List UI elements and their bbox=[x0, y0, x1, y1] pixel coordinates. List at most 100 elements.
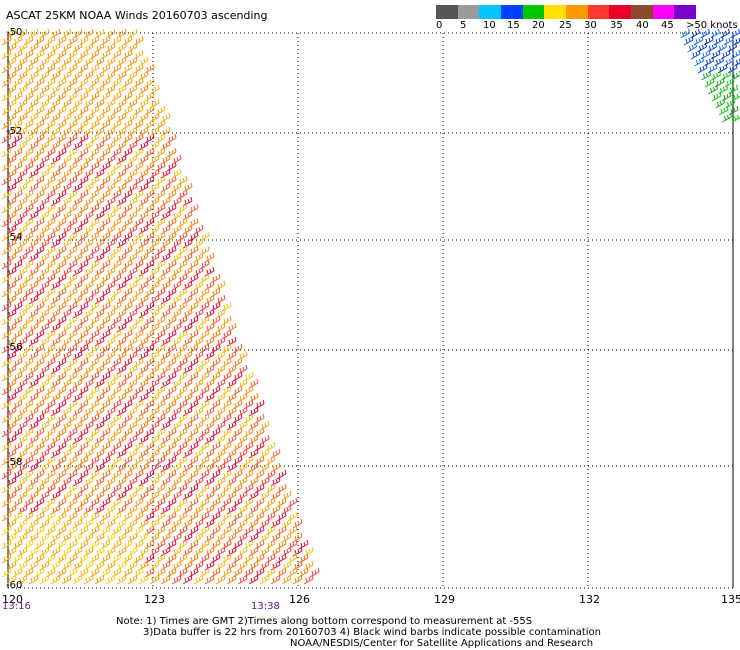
wind-barb bbox=[89, 483, 100, 494]
wind-barb bbox=[89, 35, 100, 46]
wind-barb bbox=[127, 84, 138, 95]
wind-barb bbox=[254, 525, 265, 536]
wind-barb bbox=[28, 308, 39, 319]
wind-barb bbox=[1, 329, 12, 340]
wind-barb bbox=[138, 532, 149, 543]
wind-barb bbox=[193, 532, 204, 543]
wind-barb bbox=[78, 567, 89, 578]
wind-barb bbox=[199, 567, 210, 578]
wind-barb bbox=[61, 490, 72, 501]
wind-barb bbox=[61, 84, 72, 95]
wind-barb bbox=[56, 511, 67, 522]
wind-barb bbox=[254, 399, 265, 410]
wind-barb bbox=[61, 98, 72, 109]
wind-barb bbox=[111, 525, 122, 536]
wind-barb bbox=[83, 42, 94, 53]
wind-barb bbox=[193, 350, 204, 361]
wind-barb bbox=[1, 63, 12, 74]
wind-barb bbox=[105, 42, 116, 53]
wind-barb bbox=[17, 336, 28, 347]
wind-barb bbox=[56, 147, 67, 158]
wind-barb bbox=[28, 322, 39, 333]
wind-barb bbox=[204, 448, 215, 459]
wind-barb bbox=[226, 462, 237, 473]
wind-barb bbox=[188, 273, 199, 284]
wind-barb bbox=[17, 434, 28, 445]
wind-barb bbox=[714, 77, 725, 88]
scale-label: 10 bbox=[483, 20, 496, 31]
wind-barb bbox=[100, 539, 111, 550]
wind-barb bbox=[56, 259, 67, 270]
wind-barb bbox=[56, 539, 67, 550]
wind-barb bbox=[100, 385, 111, 396]
wind-barb bbox=[237, 448, 248, 459]
wind-barb bbox=[177, 231, 188, 242]
wind-barb bbox=[12, 511, 23, 522]
wind-barb bbox=[144, 441, 155, 452]
wind-barb bbox=[199, 343, 210, 354]
wind-barb bbox=[50, 196, 61, 207]
wind-barb bbox=[221, 539, 232, 550]
wind-barb bbox=[17, 504, 28, 515]
wind-barb bbox=[270, 532, 281, 543]
wind-barb bbox=[34, 441, 45, 452]
wind-barb bbox=[210, 315, 221, 326]
wind-barb bbox=[111, 315, 122, 326]
wind-barb bbox=[138, 70, 149, 81]
wind-barb bbox=[111, 301, 122, 312]
wind-barb bbox=[17, 546, 28, 557]
wind-barb bbox=[144, 91, 155, 102]
wind-barb bbox=[155, 175, 166, 186]
wind-barb bbox=[248, 476, 259, 487]
wind-barb bbox=[138, 154, 149, 165]
wind-barb bbox=[276, 567, 287, 578]
wind-barb bbox=[193, 448, 204, 459]
wind-barb bbox=[1, 455, 12, 466]
map-grid bbox=[7, 32, 734, 589]
wind-barb bbox=[149, 378, 160, 389]
wind-barb bbox=[105, 28, 116, 39]
wind-barb bbox=[171, 420, 182, 431]
wind-barb bbox=[105, 448, 116, 459]
wind-barb bbox=[133, 189, 144, 200]
wind-barb bbox=[6, 252, 17, 263]
wind-barb bbox=[144, 357, 155, 368]
wind-barb bbox=[61, 364, 72, 375]
wind-barb bbox=[122, 315, 133, 326]
wind-barb bbox=[100, 175, 111, 186]
wind-barb bbox=[1, 217, 12, 228]
wind-barb bbox=[149, 294, 160, 305]
wind-barb bbox=[122, 147, 133, 158]
wind-barb bbox=[50, 126, 61, 137]
wind-barb bbox=[23, 385, 34, 396]
wind-barb bbox=[67, 343, 78, 354]
wind-barb bbox=[226, 532, 237, 543]
wind-barb bbox=[28, 126, 39, 137]
wind-barb bbox=[177, 273, 188, 284]
wind-barb bbox=[45, 203, 56, 214]
wind-barb bbox=[89, 119, 100, 130]
wind-barb bbox=[226, 378, 237, 389]
wind-barb bbox=[17, 140, 28, 151]
wind-barb bbox=[704, 56, 714, 67]
wind-barb bbox=[72, 532, 83, 543]
wind-barb bbox=[83, 462, 94, 473]
wind-barb bbox=[6, 210, 17, 221]
wind-barb bbox=[12, 133, 23, 144]
wind-barb bbox=[144, 63, 155, 74]
wind-barb bbox=[1, 567, 12, 578]
wind-barb bbox=[144, 553, 155, 564]
wind-barb bbox=[12, 385, 23, 396]
wind-barb bbox=[39, 154, 50, 165]
wind-barb bbox=[105, 168, 116, 179]
wind-barb bbox=[171, 504, 182, 515]
wind-barb bbox=[94, 462, 105, 473]
wind-barb bbox=[39, 168, 50, 179]
wind-barb bbox=[100, 217, 111, 228]
wind-barb bbox=[50, 70, 61, 81]
wind-barb bbox=[232, 539, 243, 550]
wind-barb bbox=[39, 462, 50, 473]
wind-barb bbox=[45, 245, 56, 256]
wind-barb bbox=[204, 462, 215, 473]
wind-barb bbox=[160, 448, 171, 459]
